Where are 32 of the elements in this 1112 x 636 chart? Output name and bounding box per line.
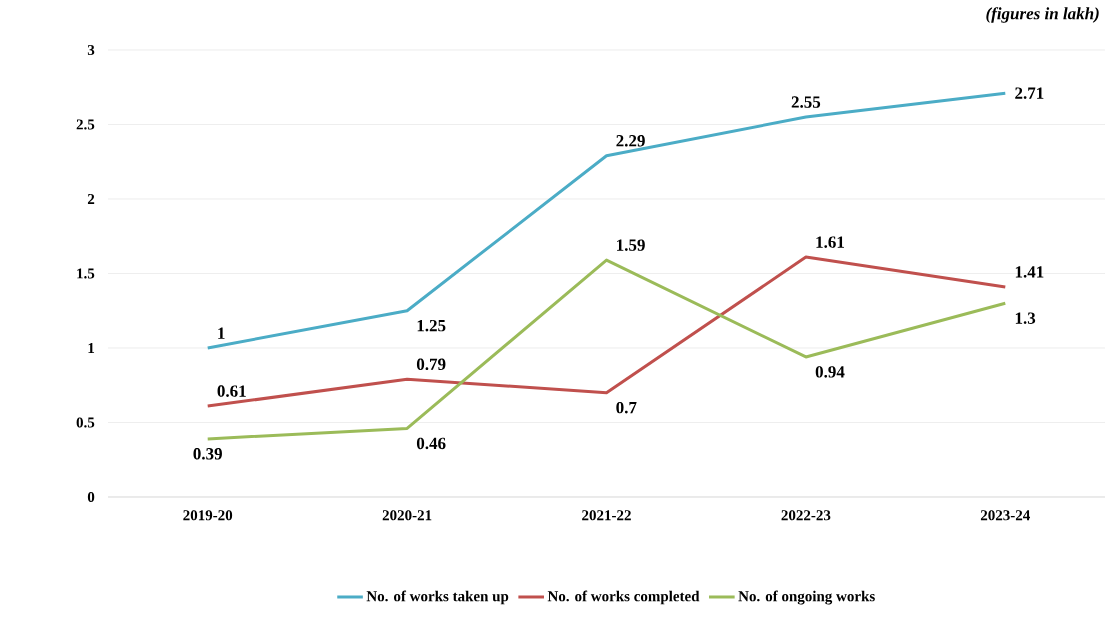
data-label: 0.94 [815, 366, 845, 378]
data-label: 1.59 [617, 239, 645, 251]
y-tick-label: 1.5 [77, 268, 95, 279]
legend-label: No. of works taken up [366, 590, 509, 605]
line-series [206, 91, 1007, 350]
x-tick-label: 2019-20 [183, 510, 233, 521]
y-tick-label: 3 [87, 44, 95, 56]
data-label: 2.71 [1015, 87, 1044, 99]
y-tick-label: 1 [88, 343, 95, 353]
data-label: 0.7 [616, 401, 637, 414]
data-label: 1.3 [1015, 312, 1036, 324]
data-label: 0.46 [416, 437, 446, 450]
legend-label: No. of works completed [547, 590, 700, 605]
x-tick-label: 2021-22 [582, 510, 631, 521]
legend-label: No. of ongoing works [738, 590, 875, 605]
data-label: 1.41 [1015, 266, 1044, 278]
y-tick-label: 2.5 [76, 119, 95, 130]
data-label: 1.61 [816, 236, 844, 248]
data-label: 0.39 [193, 448, 222, 460]
x-tick-label: 2022-23 [781, 510, 831, 521]
data-label: 2.55 [791, 96, 821, 108]
x-tick-label: 2020-21 [382, 510, 432, 521]
y-tick-label: 0.5 [76, 417, 95, 428]
x-tick-label: 2023-24 [980, 510, 1031, 521]
data-label: 0.79 [416, 358, 446, 371]
text: (figures in lakh) [986, 7, 1099, 23]
data-label: 1 [218, 327, 225, 339]
data-label: 1.25 [417, 319, 446, 332]
data-label: 0.61 [217, 385, 246, 397]
y-tick-label: 2 [87, 194, 95, 204]
y-tick-label: 0 [87, 491, 95, 503]
data-label: 2.29 [616, 135, 645, 147]
